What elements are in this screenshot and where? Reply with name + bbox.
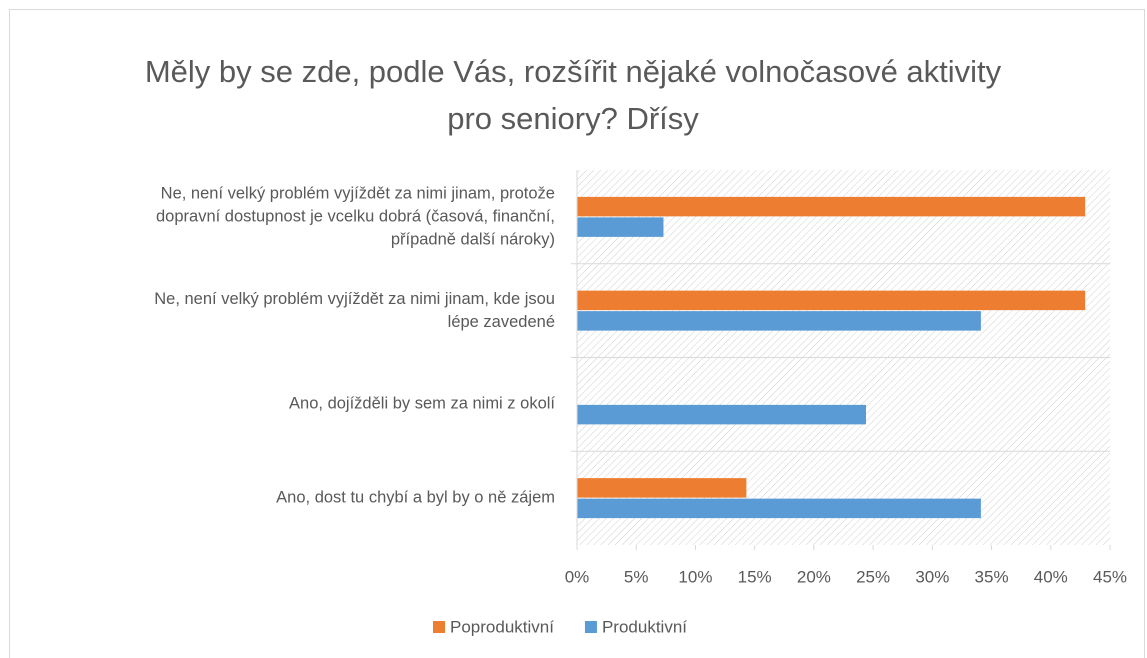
x-tick-label: 40% xyxy=(1034,567,1068,586)
x-tick-label: 10% xyxy=(678,567,712,586)
bar xyxy=(577,196,1086,217)
legend-label: Poproduktivní xyxy=(450,617,554,636)
chart-title: Měly by se zde, podle Vás, rozšířit něja… xyxy=(144,54,1002,136)
x-tick-label: 35% xyxy=(975,567,1009,586)
bar xyxy=(577,311,981,331)
x-tick-label: 15% xyxy=(738,567,772,586)
x-tick-label: 30% xyxy=(915,567,949,586)
bar xyxy=(577,217,664,237)
x-tick-label: 20% xyxy=(797,567,831,586)
y-tick-label: Ano, dojížděli by sem za nimi z okolí xyxy=(289,394,555,413)
y-tick-label: Ano, dost tu chybí a byl by o ně zájem xyxy=(276,488,555,507)
bar xyxy=(577,404,867,425)
legend-label: Produktivní xyxy=(602,617,687,636)
x-tick-label: 25% xyxy=(856,567,890,586)
bar xyxy=(577,498,981,519)
y-tick-label: Ne, není velký problém vyjíždět za nimi … xyxy=(156,184,555,249)
legend-swatch xyxy=(584,621,597,633)
y-tick-label: Ne, není velký problém vyjíždět za nimi … xyxy=(154,289,555,331)
x-tick-label: 0% xyxy=(565,567,590,586)
chart-frame xyxy=(9,9,1145,658)
bar xyxy=(577,290,1086,311)
bar xyxy=(577,478,747,498)
x-tick-label: 45% xyxy=(1093,567,1127,586)
x-tick-label: 5% xyxy=(624,567,649,586)
legend-swatch xyxy=(433,621,445,633)
